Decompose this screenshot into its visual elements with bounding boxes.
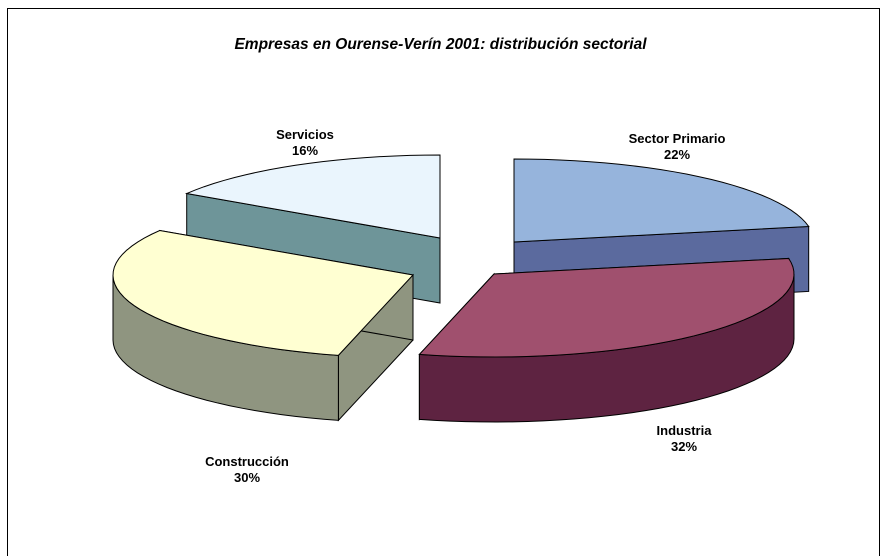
slice-label-servicios: Servicios — [276, 127, 334, 142]
slice-value-servicios: 16% — [292, 143, 318, 158]
pie-slice-construcci-n — [112, 229, 414, 422]
pie-slice-top — [418, 257, 795, 358]
pie-slice-top — [184, 154, 441, 239]
slice-label-construcci-n: Construcción — [205, 454, 289, 469]
pie-slice-industria — [418, 257, 795, 423]
slice-label-sector-primario: Sector Primario — [629, 131, 726, 146]
slice-value-sector-primario: 22% — [664, 147, 690, 162]
slice-value-construcci-n: 30% — [234, 470, 260, 485]
slice-label-industria: Industria — [657, 423, 713, 438]
pie-slice-top — [513, 158, 810, 243]
slice-value-industria: 32% — [671, 439, 697, 454]
pie-slice-top — [112, 230, 414, 356]
chart-title: Empresas en Ourense-Verín 2001: distribu… — [234, 36, 647, 53]
